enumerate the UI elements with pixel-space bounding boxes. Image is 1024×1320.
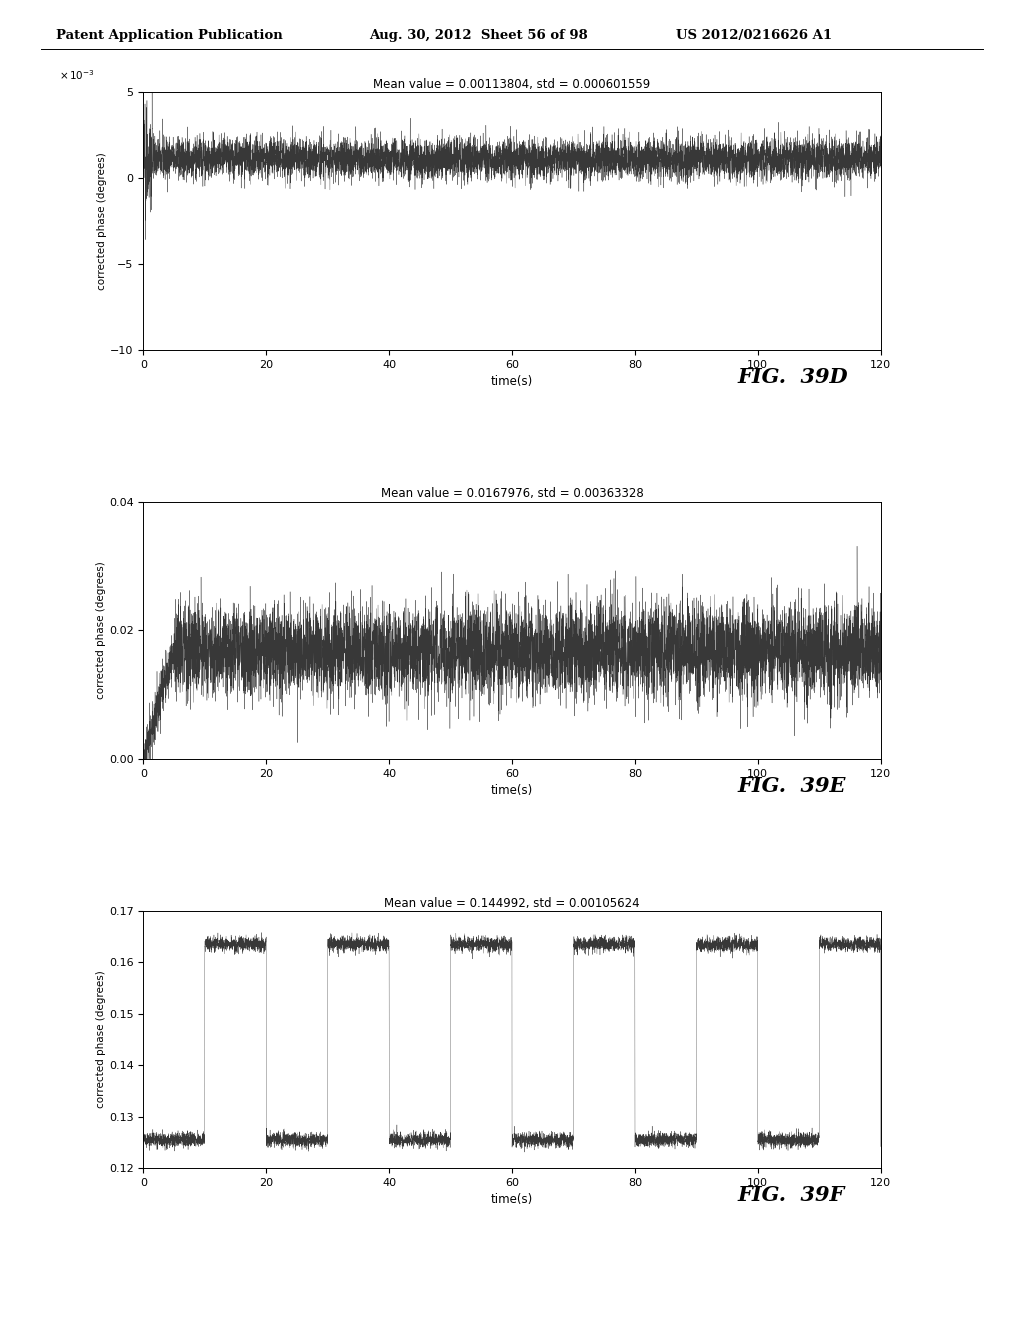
- X-axis label: time(s): time(s): [490, 375, 534, 388]
- Y-axis label: corrected phase (degrees): corrected phase (degrees): [96, 561, 106, 700]
- Text: US 2012/0216626 A1: US 2012/0216626 A1: [676, 29, 831, 42]
- Y-axis label: corrected phase (degrees): corrected phase (degrees): [97, 152, 108, 290]
- Text: FIG.  39F: FIG. 39F: [737, 1185, 845, 1205]
- Text: Aug. 30, 2012  Sheet 56 of 98: Aug. 30, 2012 Sheet 56 of 98: [369, 29, 588, 42]
- Text: Patent Application Publication: Patent Application Publication: [56, 29, 283, 42]
- Text: FIG.  39E: FIG. 39E: [737, 776, 846, 796]
- Title: Mean value = 0.0167976, std = 0.00363328: Mean value = 0.0167976, std = 0.00363328: [381, 487, 643, 500]
- Text: FIG.  39D: FIG. 39D: [737, 367, 848, 387]
- Title: Mean value = 0.144992, std = 0.00105624: Mean value = 0.144992, std = 0.00105624: [384, 896, 640, 909]
- Text: $\times\,10^{-3}$: $\times\,10^{-3}$: [58, 69, 94, 82]
- X-axis label: time(s): time(s): [490, 784, 534, 797]
- X-axis label: time(s): time(s): [490, 1193, 534, 1206]
- Title: Mean value = 0.00113804, std = 0.000601559: Mean value = 0.00113804, std = 0.0006015…: [374, 78, 650, 91]
- Y-axis label: corrected phase (degrees): corrected phase (degrees): [96, 970, 106, 1109]
